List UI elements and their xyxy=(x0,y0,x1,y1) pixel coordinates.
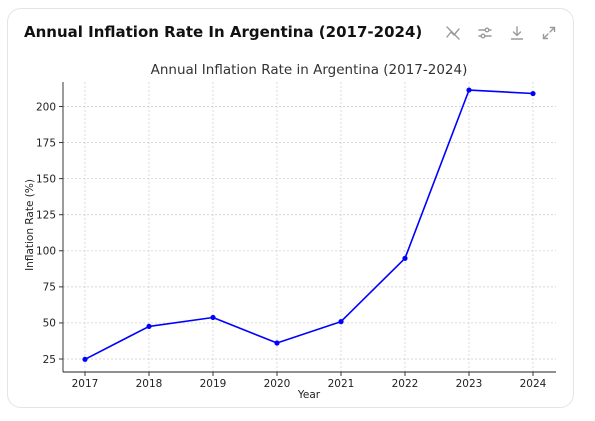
x-tick-label: 2023 xyxy=(456,378,483,390)
data-point xyxy=(146,323,152,330)
chart-off-icon xyxy=(446,26,460,40)
x-tick-label: 2020 xyxy=(264,378,291,390)
x-tick-label: 2021 xyxy=(328,378,355,390)
data-point xyxy=(530,90,536,97)
chart-title: Annual Inflation Rate in Argentina (2017… xyxy=(151,62,468,78)
ticks: 2017 2018 2019 2020 2021 2022 2023 2024 25 50 75 10… xyxy=(36,101,547,390)
axes xyxy=(62,82,556,373)
grid xyxy=(63,82,556,372)
y-tick-label: 100 xyxy=(36,246,56,258)
expand-icon xyxy=(542,26,556,40)
x-tick-label: 2022 xyxy=(392,378,419,390)
data-point xyxy=(210,314,216,321)
sliders-icon xyxy=(478,27,492,39)
x-tick-label: 2024 xyxy=(520,378,547,390)
download-button[interactable] xyxy=(507,23,527,43)
settings-button[interactable] xyxy=(475,23,495,43)
y-axis-label: Inflation Rate (%) xyxy=(24,179,36,271)
card-title: Annual Inflation Rate In Argentina (2017… xyxy=(24,23,423,41)
chart-card: Annual Inflation Rate In Argentina (2017… xyxy=(7,8,574,408)
data-point xyxy=(82,356,88,362)
y-tick-label: 125 xyxy=(36,210,56,222)
data-point xyxy=(274,340,280,346)
data-point xyxy=(338,319,344,325)
y-tick-label: 25 xyxy=(43,354,56,366)
series xyxy=(82,87,536,362)
y-tick-label: 50 xyxy=(43,318,56,330)
series-line xyxy=(84,89,534,361)
y-tick-label: 150 xyxy=(36,173,56,185)
hide-chart-button[interactable] xyxy=(443,23,463,43)
x-tick-label: 2019 xyxy=(200,378,227,390)
chart-toolbar xyxy=(443,23,559,43)
x-tick-label: 2017 xyxy=(72,378,99,390)
data-point xyxy=(402,255,408,261)
y-tick-label: 175 xyxy=(36,137,56,149)
x-axis-label: Year xyxy=(297,389,321,401)
y-tick-label: 75 xyxy=(43,282,56,294)
data-point xyxy=(466,87,472,93)
x-tick-label: 2018 xyxy=(136,378,163,390)
download-icon xyxy=(510,26,524,40)
y-tick-label: 200 xyxy=(36,101,56,113)
expand-button[interactable] xyxy=(539,23,559,43)
